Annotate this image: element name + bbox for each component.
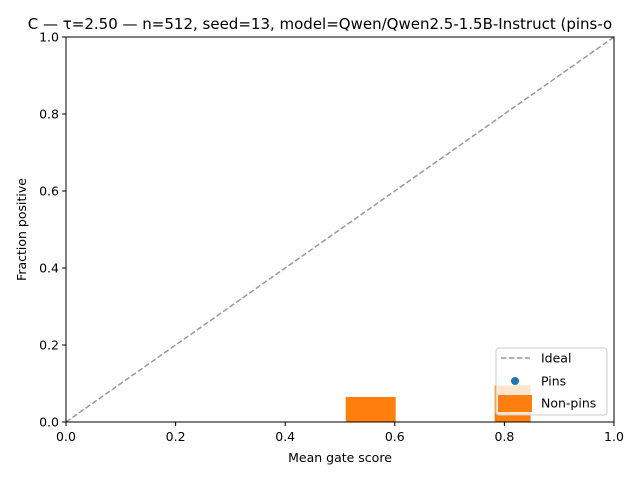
legend-label: Ideal — [541, 351, 571, 366]
y-tick-label: 0.8 — [39, 107, 59, 122]
plot-frame — [65, 36, 615, 423]
x-tick-label: 1.0 — [604, 429, 624, 444]
x-tick-label: 0.0 — [56, 429, 76, 444]
x-tick-label: 0.2 — [166, 429, 186, 444]
legend-swatch-pins — [511, 377, 519, 385]
y-tick-label: 0.0 — [39, 415, 59, 430]
y-tick-label: 0.6 — [39, 184, 59, 199]
legend-label: Non-pins — [541, 396, 596, 411]
legend-label: Pins — [541, 374, 566, 389]
x-axis: 0.0 0.2 0.4 0.6 0.8 1.0 — [56, 422, 624, 444]
chart-title: C — τ=2.50 — n=512, seed=13, model=Qwen/… — [28, 15, 612, 33]
y-tick-label: 0.4 — [39, 261, 59, 276]
data-marker — [345, 396, 396, 422]
x-tick-label: 0.8 — [494, 429, 514, 444]
y-tick-label: 0.2 — [39, 338, 59, 353]
legend: Ideal Pins Non-pins — [495, 347, 608, 416]
x-tick-label: 0.4 — [275, 429, 295, 444]
y-axis-label: Fraction positive — [14, 178, 29, 281]
legend-swatch-non-pins — [498, 395, 532, 412]
y-axis: 0.0 0.2 0.4 0.6 0.8 1.0 — [39, 30, 66, 430]
x-tick-label: 0.6 — [385, 429, 405, 444]
y-tick-label: 1.0 — [39, 30, 59, 45]
x-axis-label: Mean gate score — [288, 450, 392, 465]
